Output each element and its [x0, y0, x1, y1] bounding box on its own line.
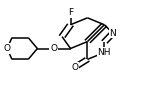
- Text: O: O: [4, 44, 11, 53]
- Text: NH: NH: [98, 48, 111, 57]
- Text: F: F: [68, 8, 73, 17]
- Text: O: O: [50, 44, 57, 53]
- Text: O: O: [71, 63, 78, 72]
- Text: N: N: [109, 29, 116, 38]
